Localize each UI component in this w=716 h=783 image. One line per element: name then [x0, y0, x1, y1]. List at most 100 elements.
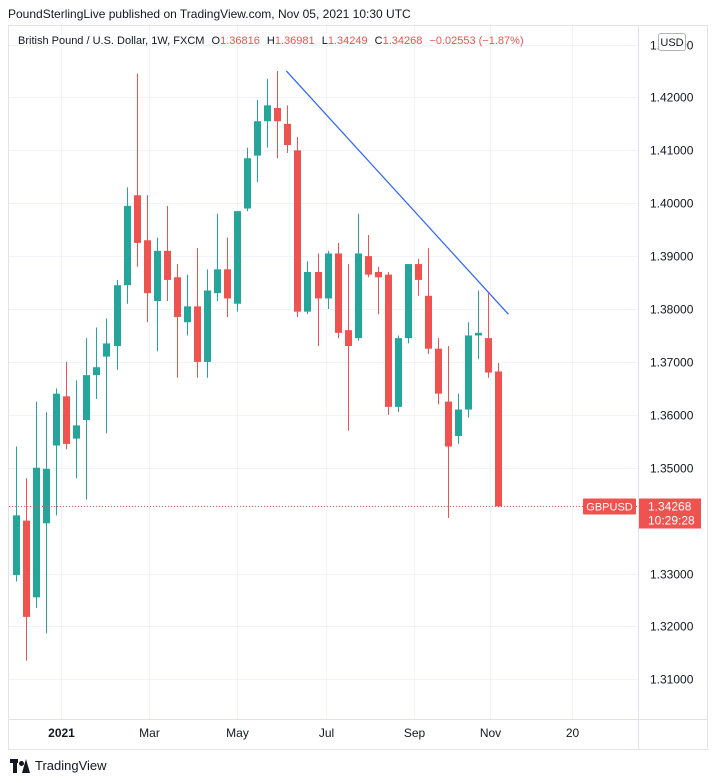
candle [214, 213, 221, 302]
symbol-name: British Pound / U.S. Dollar, 1W, FXCM [18, 35, 205, 47]
candle-body [355, 253, 362, 339]
candle [335, 242, 342, 339]
candle-body [164, 250, 171, 280]
symbol-tag-label: GBPUSD [586, 502, 633, 514]
symbol-tag [583, 498, 636, 515]
candle [355, 213, 362, 341]
low-label: L [321, 35, 328, 47]
candle [495, 362, 502, 508]
candle-body [425, 295, 432, 349]
candle-body [485, 338, 492, 373]
candle-body [395, 338, 402, 407]
candle-body [93, 367, 100, 376]
candle-body [385, 274, 392, 407]
tradingview-footer[interactable]: TradingView [10, 758, 107, 773]
candle-body [465, 335, 472, 410]
candle-body [184, 306, 191, 323]
candle-body [204, 290, 211, 362]
candle [154, 237, 161, 352]
y-tick-label: 1.41000 [650, 144, 694, 158]
candle-body [194, 306, 201, 362]
candle-body [335, 253, 342, 333]
candle-body [284, 123, 291, 146]
candle-body [405, 264, 412, 339]
tradingview-logo-icon [10, 758, 30, 773]
symbol-legend: British Pound / U.S. Dollar, 1W, FXCM O1… [18, 35, 524, 47]
close-label: C [374, 35, 383, 47]
price-tag [639, 498, 701, 529]
candle [204, 269, 211, 378]
candle [254, 100, 261, 183]
candle [164, 205, 171, 302]
candle [174, 264, 181, 378]
candle [33, 401, 40, 608]
candle-body [264, 105, 271, 122]
candle [405, 264, 412, 344]
candle-body [315, 271, 322, 299]
candle [415, 258, 422, 296]
candle-body [13, 515, 20, 576]
candle [485, 293, 492, 378]
candle-body [375, 271, 382, 278]
candle-body [134, 195, 141, 243]
price-tag-countdown: 10:29:28 [648, 514, 695, 528]
candle-body [53, 393, 60, 446]
candle-body [103, 343, 110, 357]
candle-body [325, 253, 332, 299]
candle-body [63, 396, 70, 444]
candle-body [224, 269, 231, 299]
candle [134, 73, 141, 267]
y-tick-label: 1.33000 [650, 568, 694, 582]
candle [385, 271, 392, 415]
y-tick-label: 1.39000 [650, 250, 694, 264]
currency-button[interactable]: USD [658, 33, 686, 51]
open-label: O [211, 35, 221, 47]
candle [224, 237, 231, 317]
candle [445, 346, 452, 518]
change-value: −0.02553 (−1.87%) [429, 35, 524, 47]
candle [435, 338, 442, 405]
y-tick-label: 1.38000 [650, 303, 694, 317]
candle [304, 261, 311, 315]
price-tag-value: 1.34268 [648, 500, 692, 514]
x-tick-label: Mar [139, 726, 160, 740]
candle-body [445, 401, 452, 447]
tradingview-brand: TradingView [35, 758, 107, 773]
candle [144, 195, 151, 323]
candle [234, 211, 241, 312]
candle [114, 279, 121, 370]
candle-body [254, 121, 261, 156]
y-tick-label: 1.32000 [650, 620, 694, 634]
candle-body [234, 211, 241, 304]
x-tick-label: Nov [480, 726, 501, 740]
candle [315, 253, 322, 347]
candle [23, 478, 30, 661]
candle [93, 327, 100, 399]
candle [194, 248, 201, 378]
candle-body [33, 467, 40, 598]
candles [13, 70, 502, 661]
candle-body [174, 277, 181, 317]
candle [63, 361, 70, 450]
candle-body [304, 271, 311, 312]
candle-body [23, 520, 30, 617]
candle [83, 338, 90, 500]
candle [43, 412, 50, 634]
candle-body [83, 375, 90, 421]
candle-body [294, 150, 301, 312]
candle-body [154, 250, 161, 302]
publisher-header: PoundSterlingLive published on TradingVi… [8, 7, 411, 21]
candle [475, 290, 482, 360]
candle [103, 318, 110, 434]
chart-frame [8, 25, 708, 750]
grid-lines [9, 26, 638, 719]
candle-body [435, 348, 442, 394]
y-tick-label: 1.37000 [650, 356, 694, 370]
candle [184, 274, 191, 336]
open-value: 1.36816 [220, 35, 260, 47]
close-value: 1.34268 [382, 35, 423, 47]
candle-body [495, 371, 502, 507]
candle-body [345, 330, 352, 347]
